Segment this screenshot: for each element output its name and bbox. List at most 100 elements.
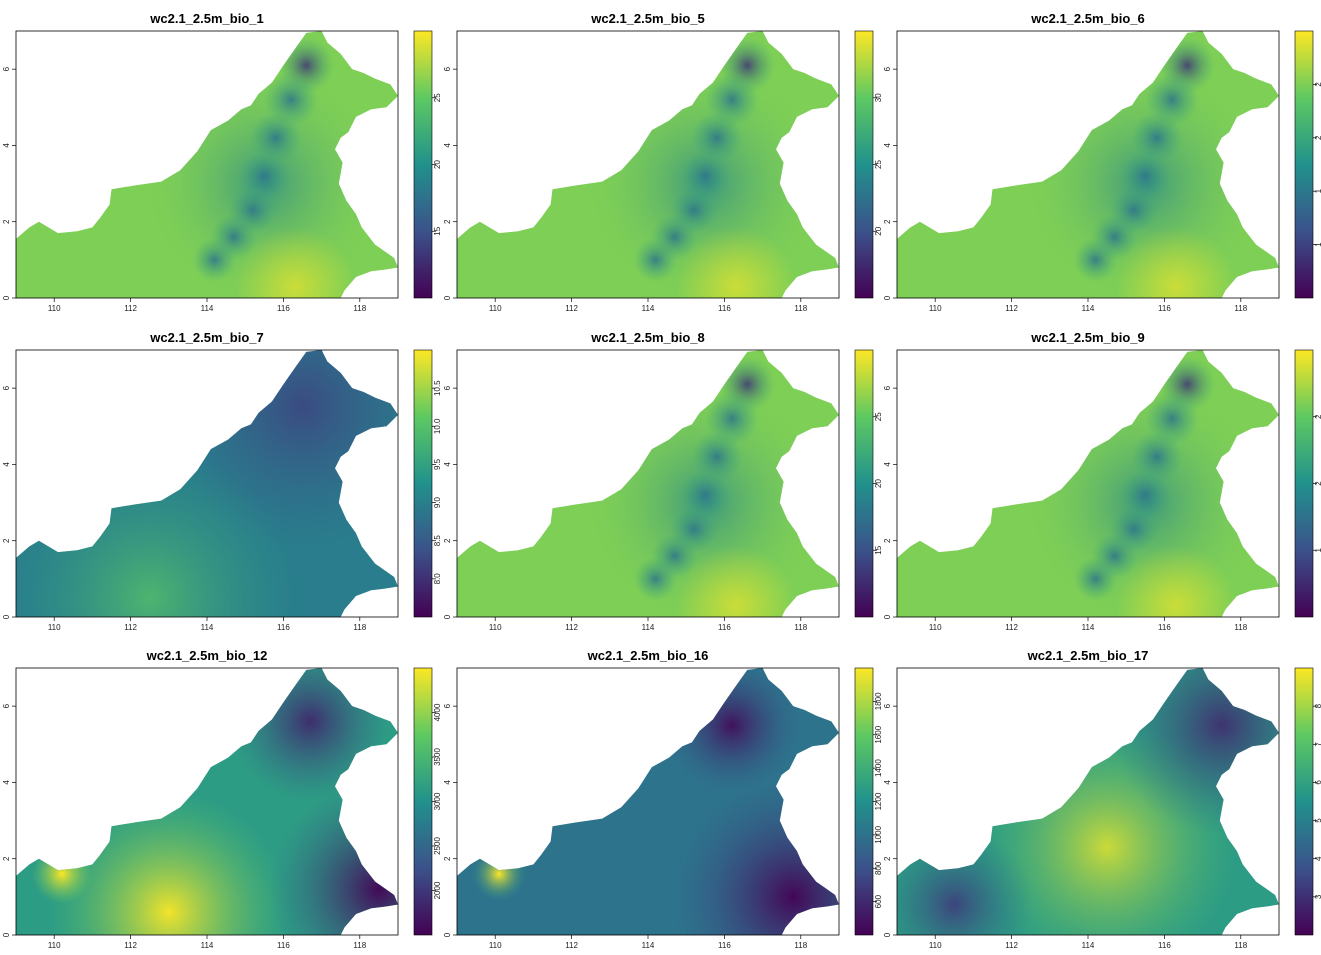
x-tick-label: 112 [1005, 623, 1018, 632]
y-tick-label: 2 [883, 219, 892, 224]
x-tick-label: 116 [1158, 623, 1171, 632]
x-tick-label: 112 [565, 304, 578, 313]
y-tick-label: 2 [883, 856, 892, 861]
colorbar-tick-label: 3000 [433, 792, 442, 810]
x-tick-label: 110 [48, 623, 61, 632]
x-tick-label: 116 [1158, 304, 1171, 313]
x-tick-label: 118 [794, 304, 807, 313]
y-tick-label: 4 [443, 462, 452, 467]
x-tick-label: 112 [124, 941, 137, 950]
x-tick-label: 118 [353, 623, 366, 632]
x-tick-label: 116 [718, 941, 731, 950]
y-tick-label: 0 [443, 295, 452, 300]
colorbar-tick-label: 4 [1314, 856, 1321, 861]
x-tick-label: 112 [124, 623, 137, 632]
x-tick-label: 110 [929, 304, 942, 313]
y-tick-label: 6 [883, 66, 892, 71]
y-tick-label: 2 [2, 219, 11, 224]
map-panel-5: wc2.1_2.5m_bio_8 110 112 114 116 118 0 2 4 6 15 20 2… [443, 330, 883, 632]
x-tick-label: 112 [565, 941, 578, 950]
x-tick-label: 114 [642, 941, 655, 950]
raster-surface [457, 668, 839, 935]
x-tick-label: 112 [1005, 941, 1018, 950]
colorbar: 15 20 25 [413, 30, 442, 299]
x-tick-label: 118 [1234, 623, 1247, 632]
y-tick-label: 6 [2, 703, 11, 708]
x-tick-label: 118 [794, 623, 807, 632]
colorbar-tick-label: 1600 [874, 725, 883, 743]
x-tick-label: 116 [277, 941, 290, 950]
colorbar-tick-label: 6 [1314, 780, 1321, 785]
colorbar-tick-label: 2500 [433, 837, 442, 855]
colorbar-tick-label: 20 [874, 226, 883, 235]
y-tick-label: 4 [883, 780, 892, 785]
colorbar-tick-label: 8.0 [433, 573, 442, 585]
panel-title: wc2.1_2.5m_bio_5 [590, 11, 704, 26]
x-tick-label: 118 [794, 941, 807, 950]
x-tick-label: 118 [353, 304, 366, 313]
y-tick-label: 2 [443, 219, 452, 224]
colorbar-tick-label: 1000 [874, 825, 883, 843]
y-tick-label: 0 [883, 614, 892, 619]
colorbar: 15 20 25 [854, 349, 883, 618]
x-tick-label: 114 [642, 304, 655, 313]
raster-surface [16, 668, 398, 935]
y-tick-label: 0 [883, 932, 892, 937]
y-tick-label: 0 [883, 295, 892, 300]
x-tick-label: 112 [565, 623, 578, 632]
y-tick-label: 0 [443, 932, 452, 937]
x-tick-label: 118 [1234, 304, 1247, 313]
y-tick-label: 6 [2, 385, 11, 390]
panel-title: wc2.1_2.5m_bio_12 [146, 648, 268, 663]
x-tick-label: 116 [277, 304, 290, 313]
colorbar: 20 25 30 [854, 30, 883, 299]
map-panel-3: wc2.1_2.5m_bio_611011211411611802461122 [883, 11, 1321, 313]
y-tick-label: 6 [883, 385, 892, 390]
colorbar-tick-label: 3 [1314, 894, 1321, 899]
colorbar-tick-label: 10.5 [433, 380, 442, 396]
y-tick-label: 0 [2, 614, 11, 619]
y-tick-label: 4 [883, 462, 892, 467]
panel-title: wc2.1_2.5m_bio_17 [1027, 648, 1149, 663]
colorbar: 1 1 2 2 [1294, 30, 1321, 299]
colorbar-tick-label: 25 [874, 160, 883, 169]
y-tick-label: 0 [2, 295, 11, 300]
map-panel-9: wc2.1_2.5m_bio_17 110 112 114 116 118 0 2 4 6 3 4 5 6… [883, 648, 1321, 950]
x-tick-label: 110 [489, 941, 502, 950]
colorbar-tick-label: 3500 [433, 748, 442, 766]
x-tick-label: 114 [642, 623, 655, 632]
y-tick-label: 6 [443, 66, 452, 71]
x-tick-label: 114 [1082, 941, 1095, 950]
panel-title: wc2.1_2.5m_bio_6 [1030, 11, 1144, 26]
y-tick-label: 4 [443, 143, 452, 148]
map-panel-8: wc2.1_2.5m_bio_16 110 112 114 116 118 0 2 4 6 600 8… [443, 648, 883, 950]
y-tick-label: 6 [883, 703, 892, 708]
colorbar-tick-label: 1 [1314, 188, 1321, 193]
y-tick-label: 4 [2, 143, 11, 148]
colorbar-tick-label: 15 [433, 226, 442, 235]
map-panel-2: wc2.1_2.5m_bio_5 110 112 114 116 118 0 2 4 6 20 25 3… [443, 11, 883, 313]
colorbar-tick-label: 25 [433, 93, 442, 102]
colorbar: 600 800 1000 1200 1400 1600 1800 [854, 667, 883, 936]
x-tick-label: 114 [1082, 623, 1095, 632]
x-tick-label: 110 [48, 304, 61, 313]
panel-title: wc2.1_2.5m_bio_8 [590, 330, 704, 345]
colorbar-tick-label: 10.0 [433, 418, 442, 434]
x-tick-label: 114 [1082, 304, 1095, 313]
y-tick-label: 0 [443, 614, 452, 619]
x-tick-label: 118 [353, 941, 366, 950]
x-tick-label: 110 [489, 623, 502, 632]
colorbar-tick-label: 2 [1314, 135, 1321, 140]
y-tick-label: 4 [443, 780, 452, 785]
x-tick-label: 110 [929, 941, 942, 950]
colorbar-tick-label: 600 [874, 894, 883, 908]
colorbar-tick-label: 15 [874, 545, 883, 554]
colorbar-tick-label: 25 [874, 412, 883, 421]
colorbar-tick-label: 8.5 [433, 535, 442, 547]
x-tick-label: 116 [277, 623, 290, 632]
raster-surface [16, 350, 398, 617]
colorbar-tick-label: 1800 [874, 692, 883, 710]
colorbar-tick-label: 1200 [874, 792, 883, 810]
